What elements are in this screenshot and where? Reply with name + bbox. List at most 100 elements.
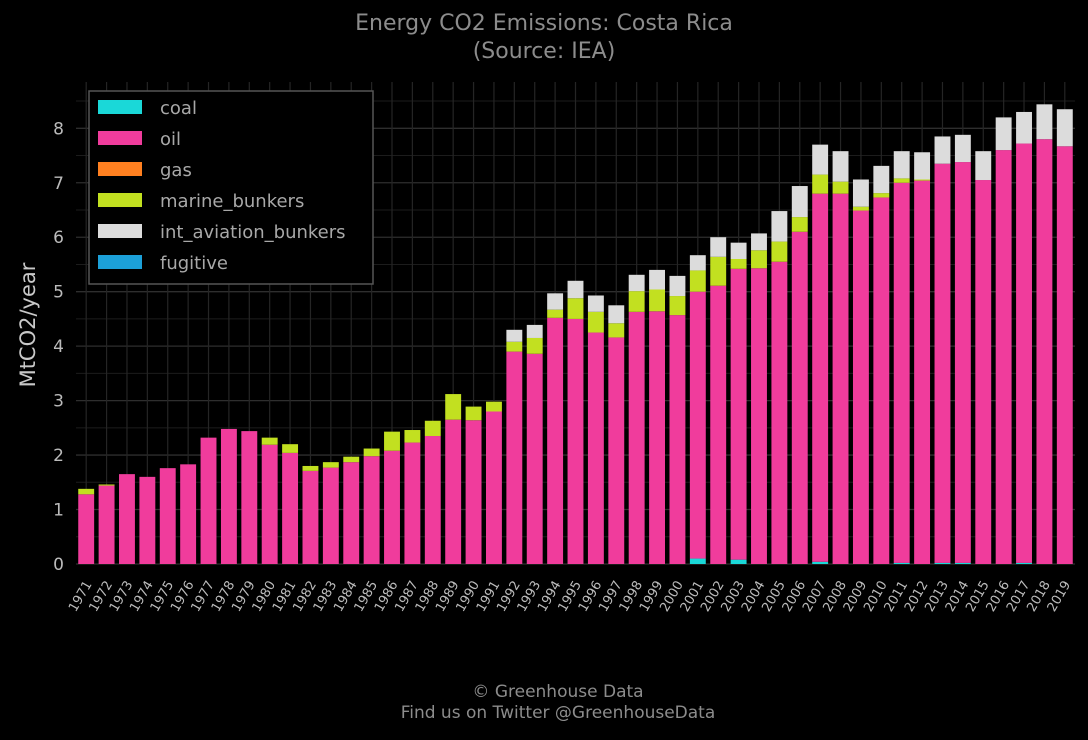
bar-oil-1996 <box>587 332 604 564</box>
bar-int-aviation-bunkers-2008 <box>832 151 849 182</box>
bar-marine-bunkers-1996 <box>587 311 604 333</box>
bar-oil-2005 <box>771 261 788 564</box>
bar-oil-2018 <box>1036 139 1053 564</box>
bar-stack-2011 <box>893 151 910 564</box>
bar-int-aviation-bunkers-2002 <box>710 237 727 257</box>
bar-oil-1972 <box>98 485 115 564</box>
bar-int-aviation-bunkers-1997 <box>608 305 625 324</box>
legend-swatch <box>98 131 142 145</box>
bar-oil-2011 <box>893 182 910 563</box>
bar-marine-bunkers-1985 <box>363 448 380 457</box>
bar-marine-bunkers-2006 <box>791 217 808 232</box>
legend-label: oil <box>160 129 181 150</box>
legend-swatch <box>98 224 142 238</box>
bar-stack-1984 <box>343 456 360 564</box>
bar-oil-1980 <box>261 444 278 564</box>
bar-oil-1997 <box>608 337 625 564</box>
bar-oil-2001 <box>689 291 706 559</box>
bar-marine-bunkers-1981 <box>282 444 299 453</box>
bar-coal-2013 <box>934 562 951 564</box>
bar-stack-2002 <box>710 237 727 564</box>
bar-stack-2018 <box>1036 104 1053 564</box>
bar-int-aviation-bunkers-1999 <box>649 269 666 290</box>
bar-oil-1971 <box>78 494 95 564</box>
footer-credit: © Greenhouse Data <box>472 682 644 702</box>
bar-oil-1990 <box>465 420 482 564</box>
bar-int-aviation-bunkers-2004 <box>751 233 767 251</box>
bar-int-aviation-bunkers-2009 <box>852 179 869 207</box>
legend-box <box>88 90 374 285</box>
bar-stack-1976 <box>180 464 197 564</box>
bar-stack-1997 <box>608 305 625 564</box>
bar-stack-1987 <box>404 430 421 564</box>
bar-stack-2010 <box>873 165 890 564</box>
bar-marine-bunkers-1980 <box>261 437 278 445</box>
bar-marine-bunkers-1989 <box>445 394 462 420</box>
bar-coal-2007 <box>812 561 829 564</box>
legend-label: gas <box>160 160 192 181</box>
bar-stack-1978 <box>220 428 237 564</box>
bar-int-aviation-bunkers-2007 <box>812 144 829 175</box>
y-tick-label: 1 <box>53 501 64 521</box>
bar-stack-2000 <box>669 275 686 564</box>
bar-oil-1987 <box>404 442 421 564</box>
bar-stack-2001 <box>689 255 706 564</box>
y-tick-label: 5 <box>53 283 64 303</box>
bar-oil-1983 <box>322 467 339 564</box>
y-axis-label: MtCO2/year <box>16 262 40 387</box>
bar-marine-bunkers-1971 <box>78 488 95 495</box>
bar-oil-2003 <box>730 268 747 560</box>
bar-int-aviation-bunkers-1996 <box>587 295 604 312</box>
bar-oil-1978 <box>220 428 237 564</box>
bar-int-aviation-bunkers-2019 <box>1056 109 1073 147</box>
bar-coal-2014 <box>954 562 971 564</box>
bar-int-aviation-bunkers-2018 <box>1036 104 1053 140</box>
bar-oil-1976 <box>180 464 197 564</box>
bar-oil-2010 <box>873 197 890 564</box>
bar-stack-1972 <box>98 484 115 564</box>
chart-title-block: Energy CO2 Emissions: Costa Rica (Source… <box>0 10 1088 66</box>
bar-marine-bunkers-2012 <box>914 179 931 181</box>
bar-marine-bunkers-1997 <box>608 323 625 338</box>
bar-stack-1977 <box>200 437 217 564</box>
bar-stack-2004 <box>751 233 767 564</box>
bar-oil-1993 <box>526 353 543 564</box>
bar-oil-2016 <box>995 150 1012 564</box>
bar-oil-1984 <box>343 462 360 564</box>
bar-marine-bunkers-1994 <box>547 309 564 318</box>
bar-marine-bunkers-1987 <box>404 430 421 443</box>
bar-stack-1971 <box>78 488 95 564</box>
bar-stack-1993 <box>526 324 543 564</box>
bar-oil-2015 <box>975 180 992 564</box>
bar-int-aviation-bunkers-2017 <box>1016 111 1032 144</box>
chart-subtitle: (Source: IEA) <box>472 39 616 64</box>
bar-stack-1975 <box>159 468 176 564</box>
bar-stack-2014 <box>954 134 971 564</box>
bar-oil-2006 <box>791 231 808 564</box>
bar-int-aviation-bunkers-2001 <box>689 255 706 271</box>
bar-stack-1988 <box>424 420 441 564</box>
legend-swatch <box>98 193 142 207</box>
bar-stack-2009 <box>852 179 869 565</box>
bar-oil-2017 <box>1016 143 1032 563</box>
bar-stack-1980 <box>261 437 278 564</box>
bar-oil-2000 <box>669 315 686 564</box>
bar-marine-bunkers-1972 <box>98 484 115 486</box>
y-tick-label: 4 <box>53 337 64 357</box>
bar-oil-1975 <box>159 468 176 564</box>
bar-marine-bunkers-2003 <box>730 259 747 269</box>
y-tick-label: 2 <box>53 446 64 466</box>
y-axis-ticks: 0 1 2 3 4 5 6 7 8 <box>53 119 64 575</box>
bar-int-aviation-bunkers-2012 <box>914 152 931 180</box>
bar-coal-2001 <box>689 558 706 564</box>
bar-stack-2007 <box>812 144 829 564</box>
bar-int-aviation-bunkers-2013 <box>934 136 951 164</box>
bar-oil-1973 <box>119 474 135 564</box>
footer: © Greenhouse Data Find us on Twitter @Gr… <box>0 682 1088 724</box>
bar-marine-bunkers-2011 <box>893 178 910 183</box>
bar-oil-1989 <box>445 419 462 564</box>
bar-marine-bunkers-1993 <box>526 337 543 354</box>
bar-stack-1996 <box>587 295 604 564</box>
bar-int-aviation-bunkers-2006 <box>791 186 808 218</box>
